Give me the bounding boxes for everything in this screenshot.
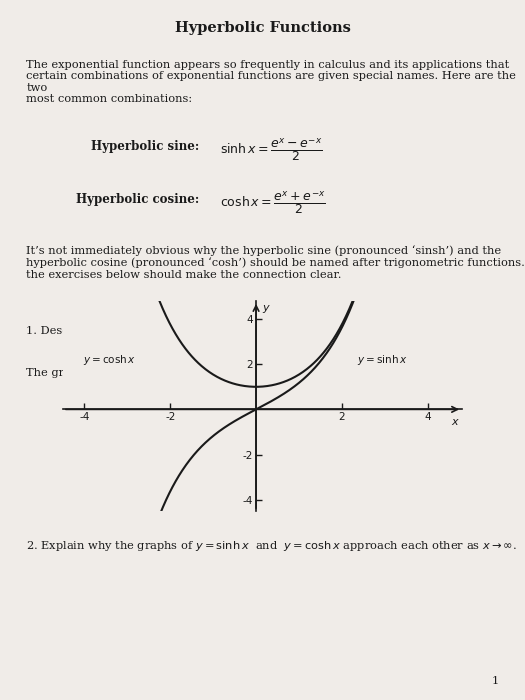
Text: 1: 1: [491, 676, 499, 686]
Text: $\cosh x = \dfrac{e^x + e^{-x}}{2}$: $\cosh x = \dfrac{e^x + e^{-x}}{2}$: [220, 189, 327, 216]
Text: Hyperbolic Functions: Hyperbolic Functions: [174, 21, 351, 35]
Text: $y = \cosh x$: $y = \cosh x$: [83, 353, 136, 367]
Text: Hyperbolic sine:: Hyperbolic sine:: [91, 140, 200, 153]
Text: $y = \sinh x$: $y = \sinh x$: [357, 353, 407, 367]
Text: $x$: $x$: [451, 417, 460, 427]
Text: The graphs of the functions are shown below.: The graphs of the functions are shown be…: [26, 368, 290, 377]
Text: It’s not immediately obvious why the hyperbolic sine (pronounced ‘sinsh’) and th: It’s not immediately obvious why the hyp…: [26, 245, 525, 280]
Text: The exponential function appears so frequently in calculus and its applications : The exponential function appears so freq…: [26, 60, 516, 104]
Text: 1. Describe the domain of each of these functions.: 1. Describe the domain of each of these …: [26, 326, 318, 335]
Text: Hyperbolic cosine:: Hyperbolic cosine:: [76, 193, 200, 206]
Text: 2. Explain why the graphs of $y = \sinh x$  and  $y = \cosh x$ approach each oth: 2. Explain why the graphs of $y = \sinh …: [26, 539, 517, 553]
Text: $y$: $y$: [262, 303, 271, 315]
Text: $\sinh x = \dfrac{e^x - e^{-x}}{2}$: $\sinh x = \dfrac{e^x - e^{-x}}{2}$: [220, 136, 323, 163]
